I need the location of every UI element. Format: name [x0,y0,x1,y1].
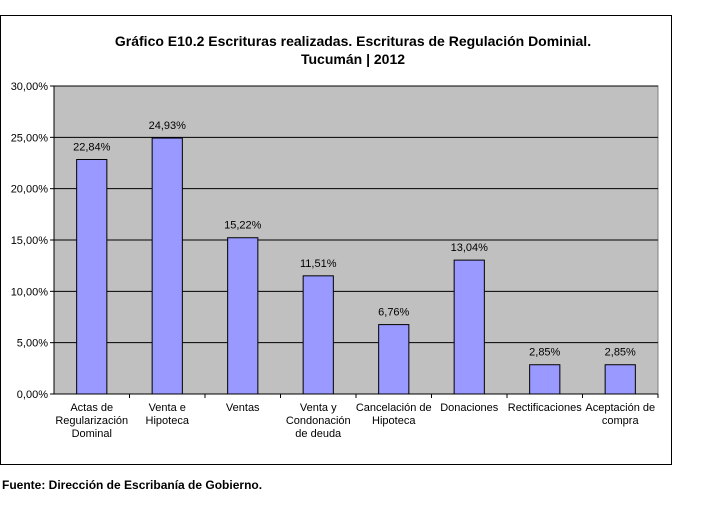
source-note: Fuente: Dirección de Escribanía de Gobie… [2,478,263,492]
x-category-label: Actas de Regularización Dominal [55,402,128,440]
bar-chart: Gráfico E10.2 Escrituras realizadas. Esc… [11,33,659,440]
bar [302,275,334,395]
data-label: 2,85% [529,347,560,359]
x-category-label: Cancelación de Hipoteca [356,402,432,427]
bar [151,137,183,395]
bar [529,364,561,395]
bar [453,259,485,395]
y-axis-ticks: 0,00% 5,00% 10,00% 15,00% 20,00% 25,00% 30,00% [11,81,54,401]
y-tick-label: 20,00% [11,184,49,196]
chart-subtitle: Tucumán | 2012 [301,51,405,67]
data-label: 24,93% [149,120,187,132]
chart-title: Gráfico E10.2 Escrituras realizadas. Esc… [115,33,591,49]
data-label: 6,76% [378,307,409,319]
x-category-label: Donaciones [440,402,499,414]
data-label: 15,22% [224,220,262,232]
bar [76,159,108,395]
data-label: 11,51% [300,258,337,270]
y-tick-label: 15,00% [11,235,49,247]
chart-frame: Gráfico E10.2 Escrituras realizadas. Esc… [0,15,672,465]
data-label: 22,84% [73,142,111,154]
bar [604,364,636,395]
x-category-label: Venta y Condonación de deuda [286,402,351,440]
x-category-label: Aceptación de compra [585,402,655,427]
data-label: 13,04% [451,242,489,254]
data-label: 2,85% [605,347,636,359]
y-tick-label: 5,00% [17,338,48,350]
y-tick-label: 0,00% [17,389,48,401]
y-tick-label: 10,00% [11,286,49,298]
y-tick-label: 25,00% [11,132,49,144]
bar [227,237,259,395]
x-category-label: Rectificaciones [508,402,582,414]
bars [76,137,636,395]
data-labels: 22,84% 24,93% 15,22% 11,51% 6,76% 13,04% 2,85%… [73,120,636,359]
x-category-label: Venta e Hipoteca [146,402,190,427]
x-category-label: Ventas [226,402,260,414]
bar [378,324,410,395]
x-axis-categories: Actas de Regularización Dominal Venta e Hipo… [55,394,659,440]
y-tick-label: 30,00% [11,81,49,93]
